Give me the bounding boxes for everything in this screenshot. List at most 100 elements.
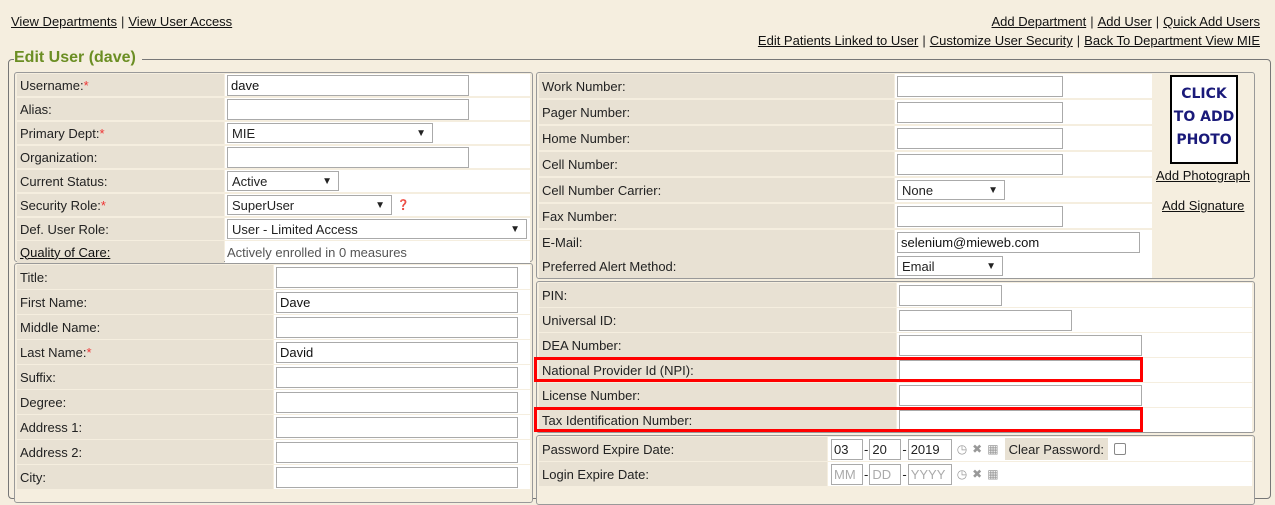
address-2-input[interactable] bbox=[276, 441, 518, 463]
current-status-select[interactable]: Active ▼ bbox=[227, 171, 339, 191]
add-signature-link[interactable]: Add Signature bbox=[1162, 198, 1245, 213]
field-label: Suffix: bbox=[17, 365, 273, 389]
form-row-city: City: bbox=[17, 465, 530, 489]
field-value bbox=[225, 146, 530, 168]
account-section: Username: * dave Alias: Primary Dept: * MIE ▼ Or… bbox=[14, 72, 533, 263]
security-role-value: SuperUser bbox=[232, 197, 295, 213]
form-row-title: Title: bbox=[17, 265, 530, 289]
alias-input[interactable] bbox=[227, 98, 469, 120]
security-role-select[interactable]: SuperUser ▼ bbox=[227, 195, 392, 215]
username-input[interactable]: dave bbox=[227, 74, 469, 96]
photo-text: CLICK bbox=[1181, 86, 1227, 102]
date-value: 03-20-2019 ◷ ✖ ▦ Clear Password: bbox=[828, 437, 1252, 461]
field-value bbox=[895, 204, 1152, 228]
home-number-input[interactable] bbox=[897, 127, 1063, 149]
degree-input[interactable] bbox=[276, 391, 518, 413]
universal-id-input[interactable] bbox=[899, 309, 1072, 331]
form-row-def-user-role: Def. User Role: User - Limited Access ▼ bbox=[17, 218, 530, 240]
clear-password-checkbox[interactable] bbox=[1113, 443, 1126, 455]
add-user-link[interactable]: Add User bbox=[1097, 14, 1152, 29]
national-provider-id-npi-input[interactable] bbox=[899, 359, 1142, 381]
dea-number-input[interactable] bbox=[899, 334, 1142, 356]
label-text: Middle Name: bbox=[20, 319, 101, 335]
add-photo-button[interactable]: CLICK TO ADD PHOTO bbox=[1170, 75, 1238, 164]
field-value: Active ▼ bbox=[225, 170, 530, 192]
clock-icon[interactable]: ◷ bbox=[956, 467, 968, 481]
customize-user-security-link[interactable]: Customize User Security bbox=[929, 33, 1073, 48]
form-row-first-name: First Name: Dave bbox=[17, 290, 530, 314]
label-text: Security Role: bbox=[20, 197, 101, 213]
suffix-input[interactable] bbox=[276, 366, 518, 388]
primary-dept-value: MIE bbox=[232, 125, 256, 141]
photo-text: PHOTO bbox=[1176, 132, 1232, 148]
field-label: Alias: bbox=[17, 98, 224, 120]
city-input[interactable] bbox=[276, 466, 518, 488]
edit-patients-linked-link[interactable]: Edit Patients Linked to User bbox=[757, 33, 919, 48]
chevron-down-icon: ▼ bbox=[322, 175, 332, 187]
tax-identification-number-input[interactable] bbox=[899, 409, 1142, 431]
clear-icon[interactable]: ✖ bbox=[972, 442, 983, 456]
fax-number-input[interactable] bbox=[897, 205, 1063, 227]
day-input[interactable]: 20 bbox=[869, 438, 902, 460]
label-text: Address 2: bbox=[20, 444, 83, 460]
primary-dept-select[interactable]: MIE ▼ bbox=[227, 123, 433, 143]
work-number-input[interactable] bbox=[897, 75, 1063, 97]
form-row-login-expire-date: Login Expire Date: MM - DD - YYYY ◷ ✖ ▦ bbox=[539, 462, 1252, 486]
year-input[interactable]: 2019 bbox=[907, 438, 952, 460]
field-value bbox=[274, 465, 530, 489]
field-label: National Provider Id (NPI): bbox=[539, 358, 896, 382]
field-label: Primary Dept: * bbox=[17, 122, 224, 144]
field-value bbox=[895, 74, 1152, 98]
view-departments-link[interactable]: View Departments bbox=[11, 14, 117, 29]
pager-number-input[interactable] bbox=[897, 101, 1063, 123]
field-value bbox=[895, 126, 1152, 150]
e-mail-input[interactable]: selenium@mieweb.com bbox=[897, 231, 1140, 253]
organization-input[interactable] bbox=[227, 146, 469, 168]
field-label: Title: bbox=[17, 265, 273, 289]
field-label: First Name: bbox=[17, 290, 273, 314]
def-user-role-select[interactable]: User - Limited Access ▼ bbox=[227, 219, 527, 239]
add-department-link[interactable]: Add Department bbox=[991, 14, 1087, 29]
month-input[interactable]: 03 bbox=[831, 438, 863, 460]
chevron-down-icon: ▼ bbox=[988, 184, 998, 196]
cell-number-carrier-select[interactable]: None ▼ bbox=[897, 180, 1005, 200]
preferred-alert-method-select[interactable]: Email ▼ bbox=[897, 256, 1003, 276]
help-icon[interactable]: ❓ bbox=[397, 199, 410, 211]
year-input[interactable]: YYYY bbox=[907, 463, 952, 485]
license-number-input[interactable] bbox=[899, 384, 1142, 406]
field-label: E-Mail: bbox=[539, 230, 894, 254]
form-row-quality-of-care: Quality of Care: Actively enrolled in 0 m… bbox=[17, 241, 530, 263]
middle-name-input[interactable] bbox=[276, 316, 518, 338]
form-row-last-name: Last Name: * David bbox=[17, 340, 530, 364]
back-to-department-link[interactable]: Back To Department View MIE bbox=[1084, 33, 1260, 48]
label-text: First Name: bbox=[20, 294, 88, 310]
clear-icon[interactable]: ✖ bbox=[972, 467, 983, 481]
quick-add-users-link[interactable]: Quick Add Users bbox=[1163, 14, 1260, 29]
calendar-icon[interactable]: ▦ bbox=[987, 467, 999, 481]
calendar-icon[interactable]: ▦ bbox=[987, 442, 999, 456]
title-input[interactable] bbox=[276, 266, 518, 288]
form-row-address-2: Address 2: bbox=[17, 440, 530, 464]
clock-icon[interactable]: ◷ bbox=[956, 442, 968, 456]
form-row-suffix: Suffix: bbox=[17, 365, 530, 389]
field-label: Middle Name: bbox=[17, 315, 273, 339]
current-status-value: Active bbox=[232, 173, 268, 189]
month-input[interactable]: MM bbox=[831, 463, 863, 485]
last-name-input[interactable]: David bbox=[276, 341, 518, 363]
view-user-access-link[interactable]: View User Access bbox=[128, 14, 233, 29]
photo-text: TO ADD bbox=[1173, 109, 1235, 125]
day-input[interactable]: DD bbox=[869, 463, 902, 485]
cell-number-input[interactable] bbox=[897, 153, 1063, 175]
field-value bbox=[897, 358, 1252, 382]
add-photograph-link[interactable]: Add Photograph bbox=[1156, 168, 1250, 183]
form-row-cell-number-carrier: Cell Number Carrier: None ▼ bbox=[539, 178, 1152, 202]
field-label: License Number: bbox=[539, 383, 896, 407]
ids-section: PIN: Universal ID: DEA Number: National Pro… bbox=[536, 281, 1255, 433]
quality-of-care-link[interactable]: Quality of Care: bbox=[20, 244, 111, 260]
address-1-input[interactable] bbox=[276, 416, 518, 438]
contact-section: Work Number: Pager Number: Home Number: Cel… bbox=[536, 72, 1255, 279]
pin-input[interactable] bbox=[899, 284, 1002, 306]
field-value bbox=[274, 265, 530, 289]
label-text: Preferred Alert Method: bbox=[542, 258, 677, 274]
first-name-input[interactable]: Dave bbox=[276, 291, 518, 313]
